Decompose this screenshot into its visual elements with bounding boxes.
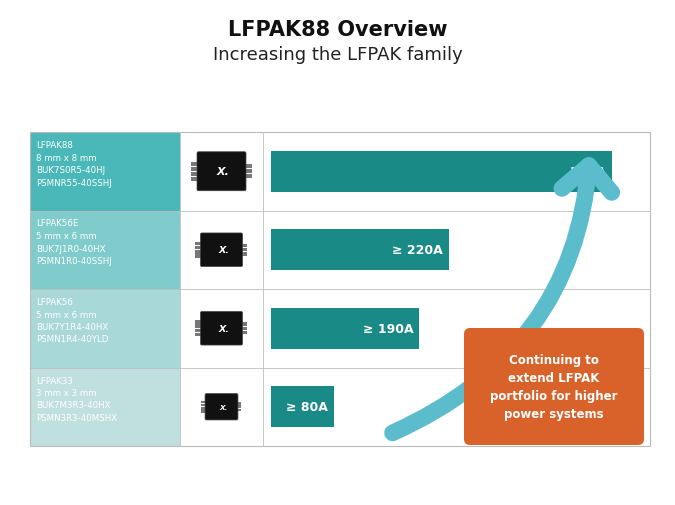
FancyBboxPatch shape (200, 233, 242, 267)
Bar (190, 172, 198, 176)
Bar (195, 250, 202, 254)
Bar (190, 177, 198, 181)
Text: ≥ 190A: ≥ 190A (362, 322, 413, 335)
Text: Continuing to
extend LFPAK
portfolio for higher
power systems: Continuing to extend LFPAK portfolio for… (490, 354, 618, 420)
Bar (241, 323, 247, 326)
Bar (195, 255, 202, 258)
Bar (195, 333, 202, 337)
Text: ≥ 220A: ≥ 220A (392, 244, 443, 257)
Bar (201, 404, 207, 407)
Bar (195, 321, 202, 324)
Bar (241, 248, 247, 252)
Bar (271, 230, 449, 271)
Bar (190, 168, 198, 171)
Bar (263, 133, 650, 211)
Bar (241, 252, 247, 256)
Bar (271, 386, 334, 427)
Bar (180, 133, 263, 211)
Text: ≥ 80A: ≥ 80A (286, 400, 328, 414)
Bar (236, 402, 241, 405)
Bar (263, 289, 650, 368)
Bar (195, 246, 202, 250)
Bar (180, 211, 263, 289)
Bar (195, 325, 202, 328)
Bar (236, 406, 241, 408)
Text: X.: X. (218, 246, 229, 255)
Text: LFPAK88 Overview: LFPAK88 Overview (227, 20, 448, 40)
Bar (30, 211, 180, 289)
Bar (30, 289, 180, 368)
Text: LFPAK88
8 mm x 8 mm
BUK7S0R5-40HJ
PSMNR55-40SSHJ: LFPAK88 8 mm x 8 mm BUK7S0R5-40HJ PSMNR5… (36, 141, 112, 187)
FancyBboxPatch shape (205, 394, 238, 420)
Text: LFPAK56
5 mm x 6 mm
BUK7Y1R4-40HX
PSMN1R4-40YLD: LFPAK56 5 mm x 6 mm BUK7Y1R4-40HX PSMN1R… (36, 297, 109, 344)
Bar (244, 165, 252, 169)
Bar (180, 368, 263, 446)
FancyBboxPatch shape (200, 312, 242, 345)
Bar (30, 133, 180, 211)
Bar (190, 163, 198, 167)
Text: LFPAK33
3 mm x 3 mm
BUK7M3R3-40HX
PSMN3R3-40MSHX: LFPAK33 3 mm x 3 mm BUK7M3R3-40HX PSMN3R… (36, 376, 117, 422)
Bar (201, 401, 207, 403)
Bar (241, 244, 247, 248)
Bar (263, 211, 650, 289)
Bar (236, 409, 241, 412)
Text: LFPAK56E
5 mm x 6 mm
BUK7J1R0-40HX
PSMN1R0-40SSHJ: LFPAK56E 5 mm x 6 mm BUK7J1R0-40HX PSMN1… (36, 219, 112, 266)
Text: X.: X. (217, 167, 230, 177)
Bar (271, 152, 612, 192)
Bar (241, 327, 247, 330)
FancyArrowPatch shape (393, 166, 612, 433)
Bar (195, 242, 202, 245)
FancyBboxPatch shape (464, 328, 644, 445)
FancyBboxPatch shape (197, 153, 246, 191)
Bar (195, 329, 202, 332)
Bar (263, 368, 650, 446)
Text: X.: X. (218, 324, 229, 333)
Bar (30, 133, 650, 446)
Bar (180, 289, 263, 368)
Bar (201, 407, 207, 410)
Bar (201, 411, 207, 413)
Bar (271, 308, 419, 349)
Bar (241, 331, 247, 334)
Text: Increasing the LFPAK family: Increasing the LFPAK family (213, 46, 462, 64)
Text: X.: X. (219, 404, 227, 410)
Bar (30, 368, 180, 446)
Text: 500A: 500A (570, 166, 606, 178)
Bar (244, 170, 252, 174)
Bar (244, 175, 252, 179)
